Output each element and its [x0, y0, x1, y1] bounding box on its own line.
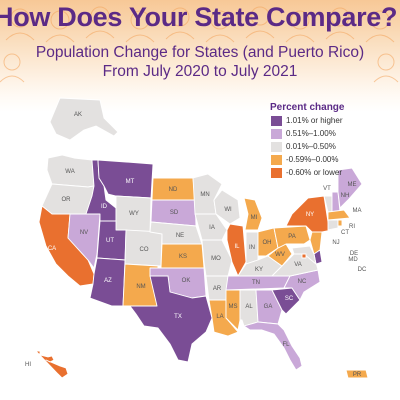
state-ga	[255, 289, 283, 325]
label-va: VA	[294, 262, 302, 268]
state-wi	[213, 189, 241, 225]
label-ca: CA	[48, 246, 56, 252]
label-mo: MO	[211, 256, 221, 262]
legend: Percent change 1.01% or higher 0.51%–1.0…	[270, 102, 398, 179]
state-il	[226, 223, 247, 277]
label-wv: WV	[275, 252, 285, 258]
state-me	[337, 167, 363, 209]
label-nd: ND	[169, 187, 178, 193]
label-az: AZ	[104, 278, 112, 284]
label-sc: SC	[285, 296, 294, 302]
legend-label: 1.01% or higher	[286, 116, 343, 126]
label-ar: AR	[213, 286, 222, 292]
label-al: AL	[245, 304, 253, 310]
label-in: IN	[249, 245, 255, 251]
legend-label: -0.59%–0.00%	[286, 155, 339, 165]
label-mn: MN	[200, 192, 209, 198]
label-ma: MA	[353, 208, 362, 214]
label-tx: TX	[174, 314, 182, 320]
state-tx	[129, 275, 213, 363]
legend-swatch	[270, 114, 283, 127]
label-ri: RI	[349, 224, 355, 230]
legend-swatch	[270, 166, 283, 179]
label-ak: AK	[74, 112, 82, 118]
label-nm: NM	[136, 284, 145, 290]
state-ms	[225, 289, 241, 331]
label-ct: CT	[341, 230, 349, 236]
state-ri	[337, 219, 343, 227]
label-me: ME	[348, 182, 357, 188]
label-wa: WA	[65, 169, 74, 175]
state-fl	[243, 321, 303, 371]
label-md: MD	[348, 257, 358, 263]
subtitle-date-range: From July 2020 to July 2021	[102, 63, 298, 80]
label-dc: DC	[358, 267, 367, 273]
legend-item: -0.60% or lower	[270, 166, 398, 179]
states-layer	[35, 97, 369, 379]
label-wy: WY	[129, 211, 139, 217]
label-mt: MT	[126, 179, 135, 185]
label-ms: MS	[229, 304, 238, 310]
legend-item: -0.59%–0.00%	[270, 153, 398, 166]
state-pr	[345, 369, 369, 379]
label-or: OR	[62, 197, 72, 203]
legend-swatch	[270, 153, 283, 166]
label-co: CO	[140, 247, 149, 253]
label-ga: GA	[264, 304, 273, 310]
label-nc: NC	[298, 279, 307, 285]
legend-title: Percent change	[270, 102, 345, 113]
label-fl: FL	[282, 342, 290, 348]
header-background	[0, 0, 400, 112]
label-sd: SD	[170, 210, 179, 216]
legend-item: 0.51%–1.00%	[270, 127, 398, 140]
label-nv: NV	[80, 230, 88, 236]
state-ia	[194, 213, 228, 241]
page-title: How Does Your State Compare?	[0, 2, 398, 32]
label-oh: OH	[263, 240, 272, 246]
label-nj: NJ	[332, 240, 339, 246]
legend-label: 0.51%–1.00%	[286, 129, 336, 139]
label-ny: NY	[306, 212, 314, 218]
label-ne: NE	[176, 233, 184, 239]
label-id: ID	[101, 204, 108, 210]
label-pr: PR	[353, 372, 362, 378]
label-wi: WI	[224, 207, 232, 213]
state-md	[291, 245, 317, 265]
legend-swatch	[270, 127, 283, 140]
label-hi: HI	[25, 362, 31, 368]
legend-label: 0.01%–0.50%	[286, 142, 336, 152]
label-ks: KS	[179, 254, 187, 260]
label-ok: OK	[182, 278, 191, 284]
subtitle-population-change: Population Change for States (and Puerto…	[35, 44, 365, 61]
state-hi	[35, 350, 69, 379]
legend-item: 0.01%–0.50%	[270, 140, 398, 153]
state-mt	[97, 159, 154, 199]
state-ct	[327, 219, 339, 231]
label-ia: IA	[209, 225, 215, 231]
label-tn: TN	[252, 280, 260, 286]
label-de: DE	[350, 251, 358, 257]
label-nh: NH	[341, 193, 350, 199]
state-labels: WA OR CA NV ID MT WY UT AZ CO NM ND SD N…	[25, 112, 367, 378]
label-mi: MI	[251, 215, 258, 221]
state-oh	[257, 227, 279, 257]
crowd-illustration	[0, 6, 399, 83]
legend-swatch	[270, 140, 283, 153]
legend-item: 1.01% or higher	[270, 114, 398, 127]
label-pa: PA	[288, 234, 296, 240]
state-mi	[243, 197, 263, 231]
state-dc	[301, 253, 307, 259]
label-ut: UT	[106, 238, 114, 244]
state-ak	[49, 97, 119, 141]
legend-label: -0.60% or lower	[286, 168, 343, 178]
label-il: IL	[234, 244, 240, 250]
state-ma	[327, 209, 351, 221]
label-ky: KY	[255, 267, 263, 273]
label-la: LA	[216, 314, 223, 320]
label-vt: VT	[323, 186, 331, 192]
